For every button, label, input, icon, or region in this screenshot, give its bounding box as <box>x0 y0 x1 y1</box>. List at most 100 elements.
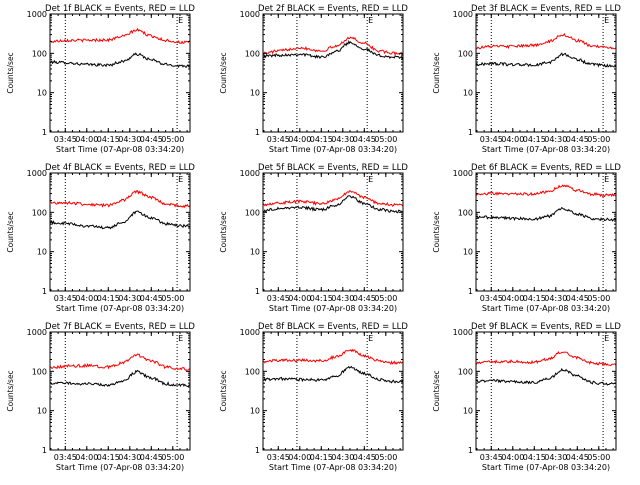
plot-frame <box>262 13 404 133</box>
detector-panel-1: Det 1f BLACK = Events, RED = LLD E 1 10 100 1… <box>6 4 195 154</box>
detector-panel-5: Det 5f BLACK = Events, RED = LLD E 1 10 100 1… <box>219 163 408 313</box>
y-tick-label: 100 <box>458 49 473 58</box>
x-tick-label: 04:30 <box>544 294 567 303</box>
y-tick-label: 1000 <box>240 169 260 178</box>
panel-title: Det 9f BLACK = Events, RED = LLD <box>471 322 621 332</box>
y-tick-label: 1000 <box>453 169 473 178</box>
x-tick-label: 03:45 <box>480 294 503 303</box>
detector-panel-9: Det 9f BLACK = Events, RED = LLD E 1 10 100 1… <box>432 322 621 472</box>
plot-frame <box>262 331 404 451</box>
x-tick-label: 03:45 <box>54 294 77 303</box>
x-tick-label: 05:00 <box>374 135 397 144</box>
y-tick-label: 10 <box>463 89 473 98</box>
y-tick-label: 1000 <box>453 10 473 19</box>
x-tick-label: 04:15 <box>310 453 333 462</box>
y-tick-label: 1000 <box>240 328 260 337</box>
x-tick-label: 04:15 <box>97 294 120 303</box>
plot-frame <box>49 13 191 133</box>
x-axis-label: Start Time (07-Apr-08 03:34:20) <box>482 304 610 313</box>
y-axis-label: Counts/sec <box>6 370 15 411</box>
y-tick-label: 100 <box>32 208 47 217</box>
events-series-line <box>263 40 404 60</box>
lld-series-line <box>262 190 404 207</box>
y-tick-label: 10 <box>37 248 47 257</box>
x-tick-label: 04:00 <box>75 135 98 144</box>
y-tick-label: 100 <box>458 367 473 376</box>
y-tick-label: 1000 <box>453 328 473 337</box>
x-axis-label: Start Time (07-Apr-08 03:34:20) <box>269 304 397 313</box>
x-tick-label: 04:00 <box>501 294 524 303</box>
lld-series-line <box>262 36 404 57</box>
x-tick-label: 04:30 <box>544 453 567 462</box>
x-axis-label: Start Time (07-Apr-08 03:34:20) <box>56 463 184 472</box>
lld-series-line <box>49 27 190 45</box>
panel-title: Det 6f BLACK = Events, RED = LLD <box>471 163 621 173</box>
x-tick-label: 04:30 <box>118 294 141 303</box>
y-axis-label: Counts/sec <box>432 52 441 93</box>
x-tick-label: 04:45 <box>566 294 589 303</box>
x-tick-label: 03:45 <box>267 294 290 303</box>
panel-title: Det 7f BLACK = Events, RED = LLD <box>45 322 195 332</box>
marker-label: E <box>178 16 183 25</box>
y-axis-label: Counts/sec <box>432 211 441 252</box>
x-tick-label: 04:15 <box>97 135 120 144</box>
plot-frame <box>49 331 191 451</box>
y-tick-label: 10 <box>37 89 47 98</box>
detector-panel-8: Det 8f BLACK = Events, RED = LLD E 1 10 100 1… <box>219 322 408 472</box>
y-tick-label: 1 <box>468 128 473 137</box>
y-tick-label: 1 <box>42 446 47 455</box>
y-tick-label: 1 <box>255 446 260 455</box>
y-tick-label: 1000 <box>27 328 47 337</box>
x-tick-label: 04:15 <box>523 294 546 303</box>
x-tick-label: 03:45 <box>267 135 290 144</box>
detector-panel-6: Det 6f BLACK = Events, RED = LLD E 1 10 100 1… <box>432 163 621 313</box>
y-tick-label: 100 <box>458 208 473 217</box>
x-axis-label: Start Time (07-Apr-08 03:34:20) <box>56 304 184 313</box>
x-tick-label: 04:00 <box>501 135 524 144</box>
x-tick-label: 04:30 <box>331 453 354 462</box>
x-tick-label: 05:00 <box>161 294 184 303</box>
y-tick-label: 1000 <box>240 10 260 19</box>
plot-frame <box>262 172 404 292</box>
marker-label: E <box>368 175 373 184</box>
events-series-line <box>49 369 191 388</box>
marker-label: E <box>368 334 373 343</box>
x-tick-label: 04:45 <box>140 294 163 303</box>
marker-label: E <box>604 16 609 25</box>
x-tick-label: 04:15 <box>310 294 333 303</box>
y-tick-label: 1 <box>42 287 47 296</box>
y-tick-label: 1 <box>468 446 473 455</box>
plot-frame <box>475 172 617 292</box>
x-tick-label: 05:00 <box>587 294 610 303</box>
y-tick-label: 1 <box>468 287 473 296</box>
plot-frame <box>49 172 191 292</box>
x-tick-label: 04:45 <box>140 453 163 462</box>
x-tick-label: 04:00 <box>501 453 524 462</box>
x-tick-label: 04:45 <box>353 135 376 144</box>
x-tick-label: 04:45 <box>566 135 589 144</box>
y-tick-label: 10 <box>250 248 260 257</box>
x-axis-label: Start Time (07-Apr-08 03:34:20) <box>269 463 397 472</box>
x-tick-label: 04:45 <box>353 294 376 303</box>
x-tick-label: 03:45 <box>267 453 290 462</box>
x-axis-label: Start Time (07-Apr-08 03:34:20) <box>269 145 397 154</box>
panel-title: Det 1f BLACK = Events, RED = LLD <box>45 4 195 14</box>
x-tick-label: 04:15 <box>523 453 546 462</box>
x-tick-label: 05:00 <box>161 135 184 144</box>
y-axis-label: Counts/sec <box>6 52 15 93</box>
marker-label: E <box>604 334 609 343</box>
y-tick-label: 1000 <box>27 169 47 178</box>
events-series-line <box>49 52 191 69</box>
x-tick-label: 04:30 <box>331 135 354 144</box>
x-tick-label: 04:30 <box>118 453 141 462</box>
x-tick-label: 04:00 <box>288 294 311 303</box>
x-tick-label: 05:00 <box>587 135 610 144</box>
lld-series-line <box>49 353 191 371</box>
x-axis-label: Start Time (07-Apr-08 03:34:20) <box>482 463 610 472</box>
y-tick-label: 100 <box>245 49 260 58</box>
events-series-line <box>49 210 191 230</box>
plot-frame <box>475 331 617 451</box>
events-series-line <box>475 367 617 386</box>
